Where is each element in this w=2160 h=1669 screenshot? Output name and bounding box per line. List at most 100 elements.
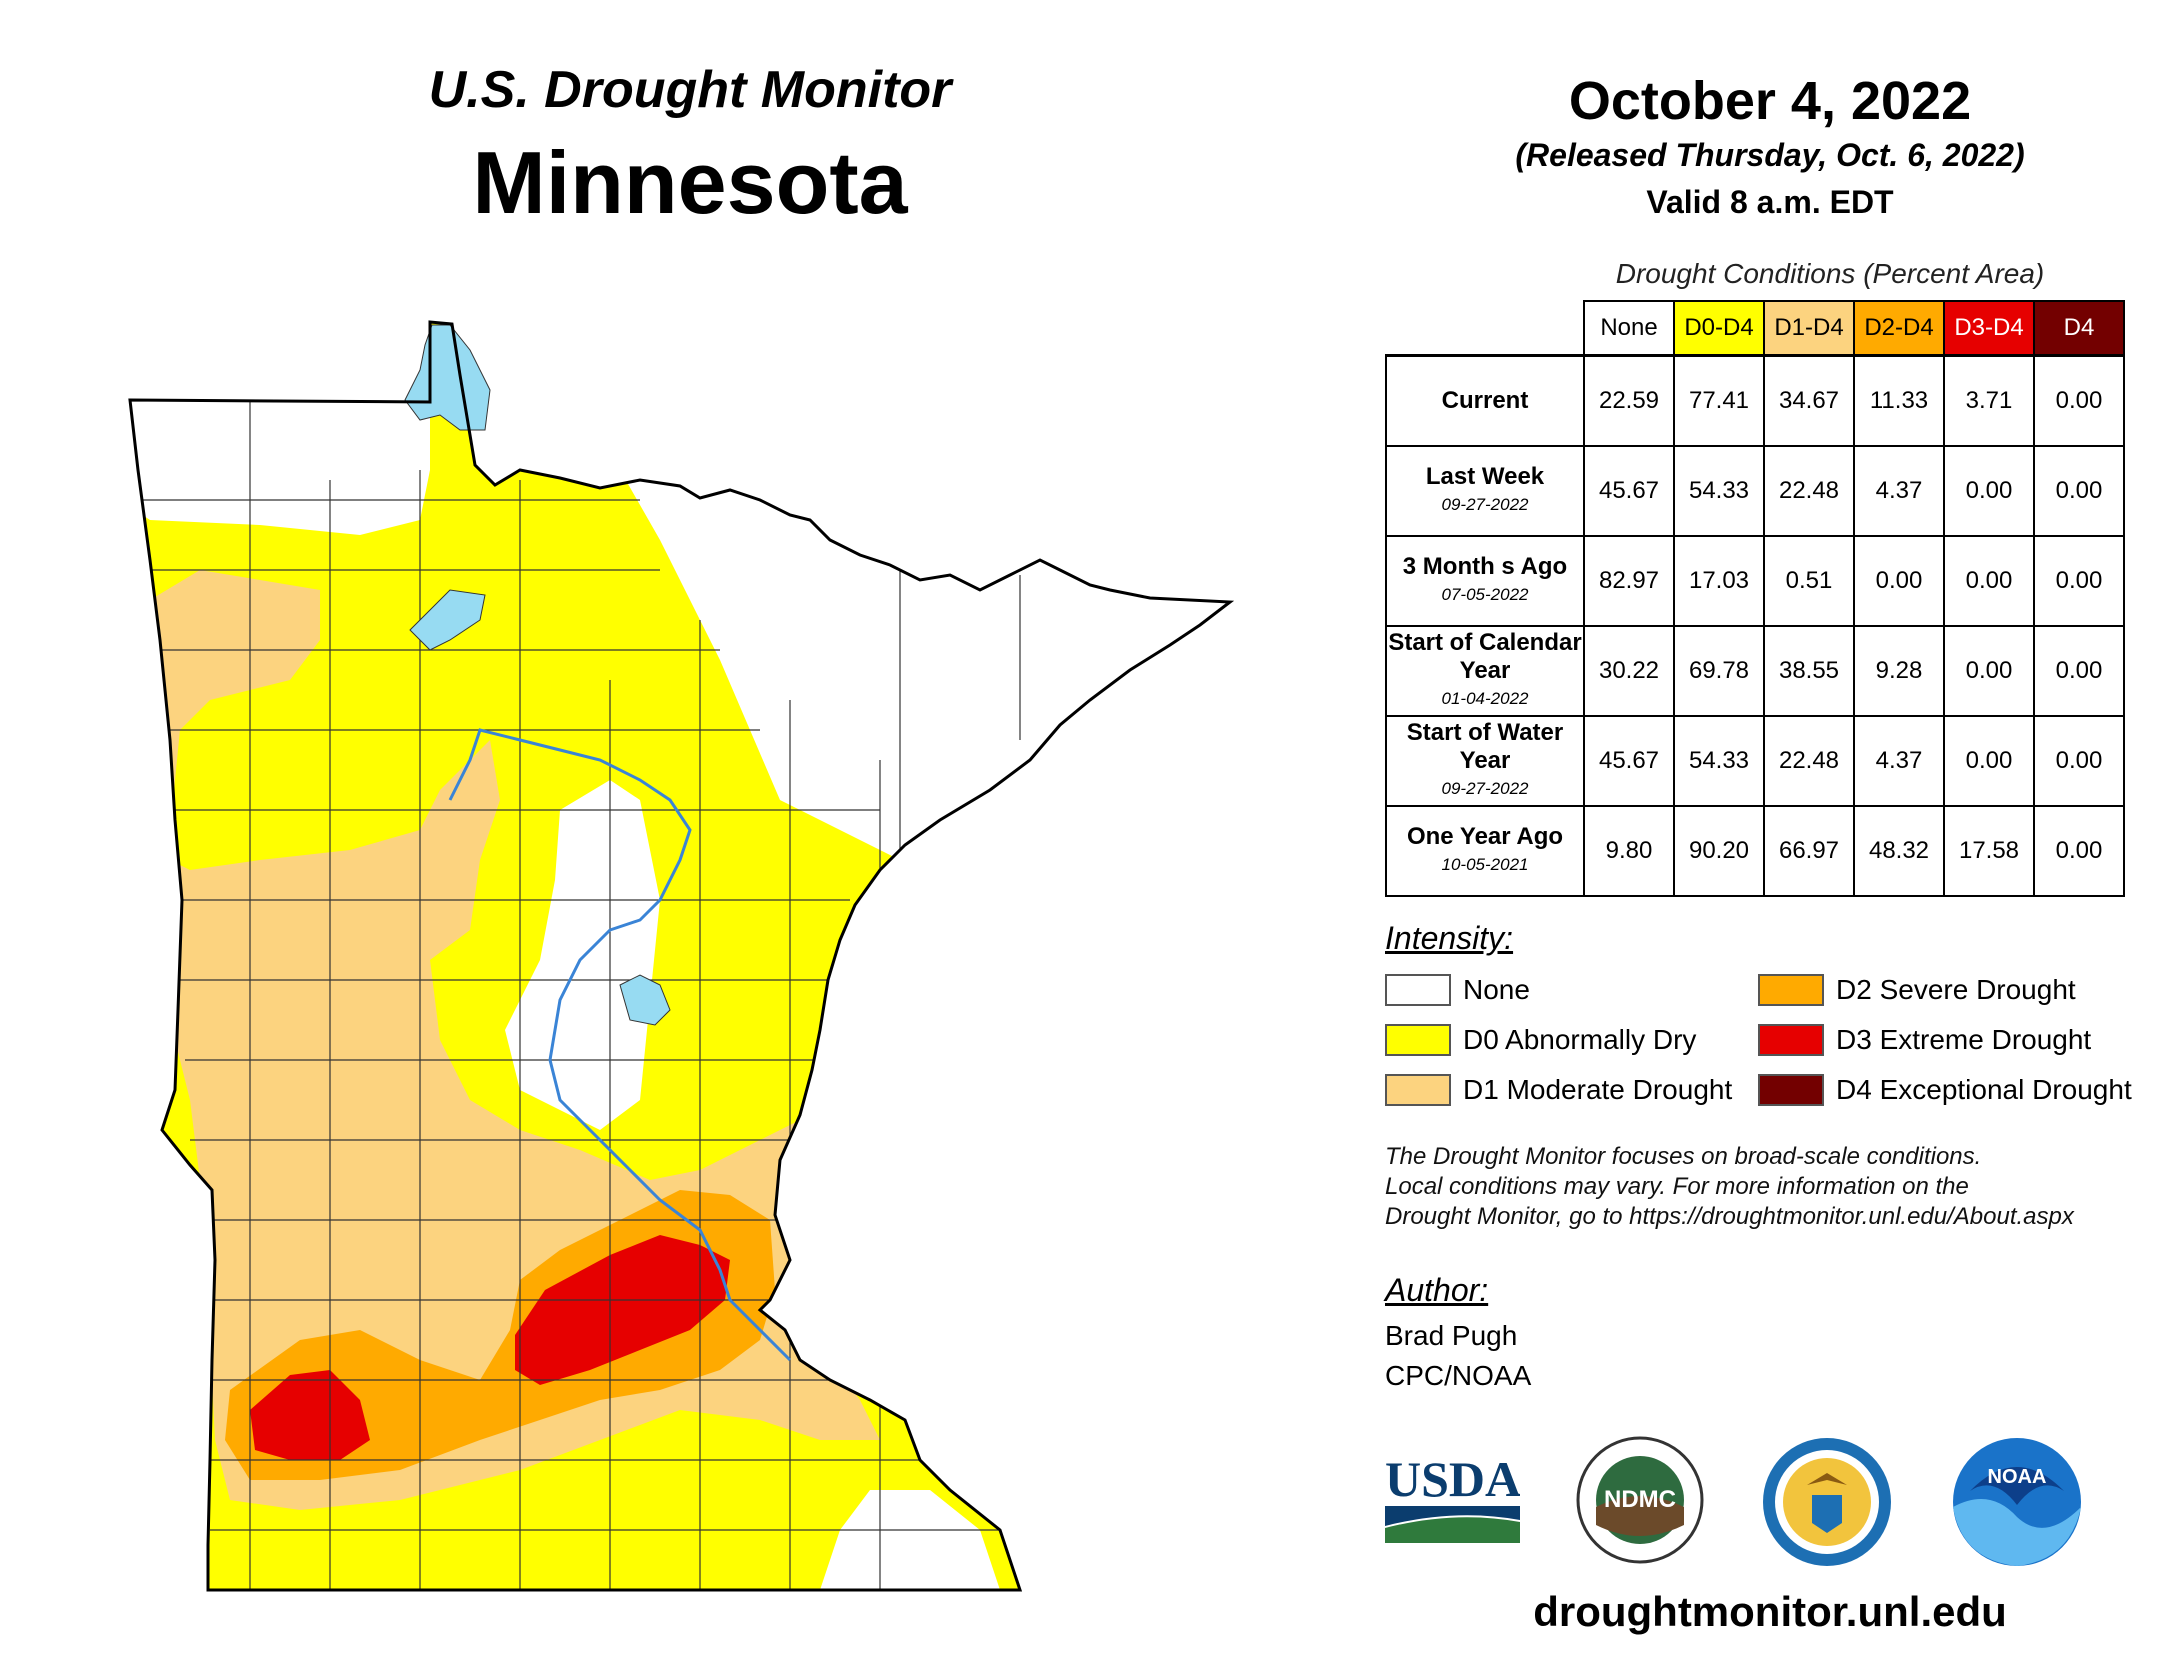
d3-area-southwest — [250, 1370, 370, 1460]
table-caption: Drought Conditions (Percent Area) — [1615, 258, 2045, 289]
row-header: Start of Calendar Year 01-04-2022 — [1385, 625, 1585, 717]
legend-title: Intensity: — [1385, 920, 1514, 956]
table-cell: 0.00 — [2033, 715, 2125, 807]
legend-item-d0: D0 Abnormally Dry — [1385, 1024, 1696, 1056]
table-cell: 0.00 — [2033, 445, 2125, 537]
table-cell: 48.32 — [1853, 805, 1945, 897]
legend-swatch-d3 — [1758, 1024, 1824, 1056]
disclaimer-line: Drought Monitor, go to https://droughtmo… — [1385, 1203, 2074, 1230]
noaa-logo: NOAA — [1953, 1438, 2081, 1566]
table-cell: 54.33 — [1673, 715, 1765, 807]
table-cell: 0.00 — [1943, 715, 2035, 807]
legend-swatch-d1 — [1385, 1074, 1451, 1106]
table-cell: 0.00 — [1943, 445, 2035, 537]
author-name: Brad Pugh — [1385, 1320, 1518, 1351]
table-cell: 0.00 — [2033, 535, 2125, 627]
map-title: U.S. Drought Monitor — [428, 61, 952, 119]
disclaimer-text: The Drought Monitor focuses on broad-sca… — [1385, 1142, 2145, 1232]
table-cell: 0.51 — [1763, 535, 1855, 627]
doc-seal-logo — [1763, 1438, 1891, 1566]
legend-label: D3 Extreme Drought — [1836, 1024, 2092, 1055]
row-date: 10-05-2021 — [1441, 855, 1529, 874]
noaa-logo-text: NOAA — [1988, 1466, 2047, 1488]
table-cell: 4.37 — [1853, 445, 1945, 537]
table-cell: 11.33 — [1853, 354, 1945, 447]
legend-label: D2 Severe Drought — [1836, 974, 2076, 1005]
table-cell: 0.00 — [1943, 625, 2035, 717]
legend-item-none: None — [1385, 974, 1530, 1006]
table-row: 3 Month s Ago 07-05-2022 82.97 17.03 0.51 0.0… — [1385, 535, 2125, 627]
col-header-d0-d4: D0-D4 — [1673, 300, 1765, 357]
row-label: Last Week — [1425, 463, 1545, 490]
none-area-southeast — [820, 1490, 1000, 1590]
legend-label: D0 Abnormally Dry — [1463, 1024, 1697, 1055]
d3-area-southcentral — [515, 1235, 730, 1385]
ndmc-logo-text: NDMC — [1604, 1486, 1676, 1513]
row-label: Start of Calendar Year — [1388, 629, 1582, 684]
col-header-d2-d4: D2-D4 — [1853, 300, 1945, 357]
row-header: Current — [1385, 354, 1585, 447]
author-org: CPC/NOAA — [1385, 1360, 1532, 1391]
col-header-d4: D4 — [2033, 300, 2125, 357]
table-cell: 17.58 — [1943, 805, 2035, 897]
legend-label: D1 Moderate Drought — [1463, 1074, 1733, 1105]
mille-lacs-lake — [619, 974, 671, 1026]
drought-conditions-table: None D0-D4 D1-D4 D2-D4 D3-D4 D4 Current 2… — [1385, 300, 2125, 897]
table-cell: 4.37 — [1853, 715, 1945, 807]
table-row: Start of Water Year 09-27-2022 45.67 54.33 2… — [1385, 715, 2125, 807]
row-label: Current — [1441, 387, 1529, 414]
table-row: One Year Ago 10-05-2021 9.80 90.20 66.97 48.3… — [1385, 805, 2125, 897]
table-cell: 45.67 — [1583, 715, 1675, 807]
table-cell: 0.00 — [2033, 354, 2125, 447]
legend-item-d1: D1 Moderate Drought — [1385, 1074, 1732, 1106]
table-cell: 22.48 — [1763, 445, 1855, 537]
author-label: Author: — [1385, 1272, 1489, 1308]
legend-swatch-d2 — [1758, 974, 1824, 1006]
row-label: One Year Ago — [1406, 823, 1564, 850]
legend-swatch-d0 — [1385, 1024, 1451, 1056]
row-label: 3 Month s Ago — [1402, 553, 1568, 580]
disclaimer-line: Local conditions may vary. For more info… — [1385, 1173, 1969, 1200]
table-cell: 54.33 — [1673, 445, 1765, 537]
legend-item-d4: D4 Exceptional Drought — [1758, 1074, 2132, 1106]
row-date: 07-05-2022 — [1441, 585, 1529, 604]
table-cell: 3.71 — [1943, 354, 2035, 447]
legend-label: D4 Exceptional Drought — [1836, 1074, 2132, 1105]
table-row: Current 22.59 77.41 34.67 11.33 3.71 0.00 — [1385, 354, 2125, 447]
row-header: Last Week 09-27-2022 — [1385, 445, 1585, 537]
table-cell: 69.78 — [1673, 625, 1765, 717]
legend-item-d3: D3 Extreme Drought — [1758, 1024, 2091, 1056]
legend-swatch-none — [1385, 974, 1451, 1006]
table-row: Last Week 09-27-2022 45.67 54.33 22.48 4.37 0.… — [1385, 445, 2125, 537]
table-cell: 0.00 — [1853, 535, 1945, 627]
table-cell: 22.59 — [1583, 354, 1675, 447]
legend-swatch-d4 — [1758, 1074, 1824, 1106]
row-header: One Year Ago 10-05-2021 — [1385, 805, 1585, 897]
row-label: Start of Water Year — [1406, 719, 1564, 774]
row-header: Start of Water Year 09-27-2022 — [1385, 715, 1585, 807]
website-url[interactable]: droughtmonitor.unl.edu — [1533, 1588, 2007, 1635]
table-cell: 0.00 — [2033, 625, 2125, 717]
none-area-northwest — [130, 390, 430, 535]
table-cell: 9.80 — [1583, 805, 1675, 897]
table-header-row: None D0-D4 D1-D4 D2-D4 D3-D4 D4 — [1386, 300, 2125, 357]
usda-logo: USDA — [1385, 1451, 1520, 1543]
col-header-none: None — [1583, 300, 1675, 357]
table-cell: 0.00 — [2033, 805, 2125, 897]
table-cell: 22.48 — [1763, 715, 1855, 807]
red-lake — [409, 589, 486, 651]
none-area-central — [505, 780, 660, 1130]
legend-label: None — [1463, 974, 1530, 1005]
usda-logo-text: USDA — [1385, 1451, 1520, 1507]
col-header-d3-d4: D3-D4 — [1943, 300, 2035, 357]
row-date: 01-04-2022 — [1441, 689, 1529, 708]
table-cell: 9.28 — [1853, 625, 1945, 717]
minnesota-drought-map — [128, 320, 1232, 1592]
table-cell: 17.03 — [1673, 535, 1765, 627]
row-date: 09-27-2022 — [1441, 779, 1529, 798]
col-header-d1-d4: D1-D4 — [1763, 300, 1855, 357]
table-cell: 82.97 — [1583, 535, 1675, 627]
table-row: Start of Calendar Year 01-04-2022 30.22 69.… — [1385, 625, 2125, 717]
ndmc-logo: NDMC — [1576, 1436, 1704, 1564]
table-cell: 34.67 — [1763, 354, 1855, 447]
